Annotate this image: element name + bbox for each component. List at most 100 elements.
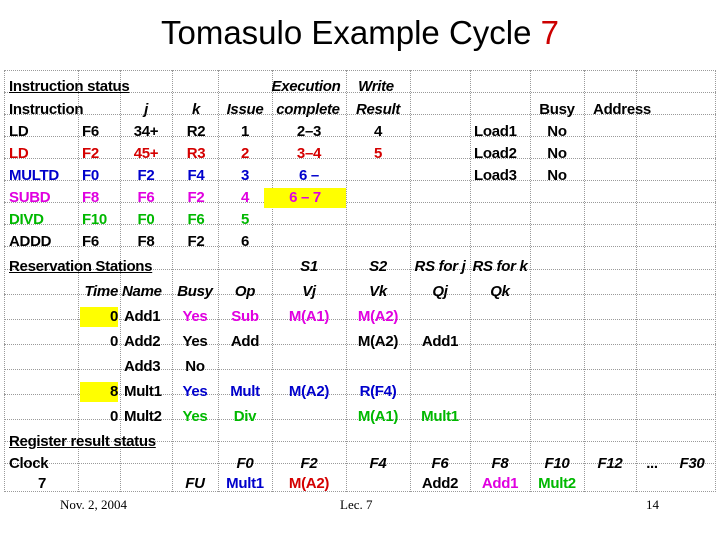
write-header: Write — [358, 78, 394, 95]
rs-op: Div — [233, 408, 257, 425]
instr-dest: F0 — [82, 167, 99, 184]
rs-vk: M(A1) — [357, 408, 399, 425]
rs-qj: Add1 — [421, 333, 459, 350]
rs-for-j-header: RS for j — [414, 258, 466, 275]
register-name: F12 — [597, 455, 623, 472]
load-buffer-busy: No — [547, 123, 567, 140]
instr-complete: 3–4 — [296, 145, 322, 162]
fu-label: FU — [185, 475, 205, 492]
register-fu: Add2 — [421, 475, 459, 492]
rs-time-highlight: 0 — [80, 307, 118, 327]
rs-for-k-header: RS for k — [472, 258, 528, 275]
reservation-stations-label: Reservation Stations — [9, 258, 153, 275]
rs-vk: M(A2) — [357, 308, 399, 325]
execution-header: Execution — [271, 78, 341, 95]
instr-k: F6 — [187, 211, 205, 228]
grid-line — [4, 246, 716, 247]
rs-col-qk: Qk — [490, 283, 510, 300]
grid-line — [4, 294, 716, 295]
rs-name: Add3 — [124, 358, 161, 375]
register-fu: Add1 — [481, 475, 519, 492]
instr-j: F0 — [137, 211, 155, 228]
instr-j: F8 — [137, 233, 155, 250]
col-instruction: Instruction — [9, 101, 84, 118]
instr-j: F2 — [137, 167, 155, 184]
grid-line — [4, 463, 716, 464]
grid-line — [715, 70, 716, 492]
load-buffer-busy: No — [547, 145, 567, 162]
grid-line — [218, 70, 219, 492]
instr-op: ADDD — [9, 233, 52, 250]
load-buffer-name: Load3 — [474, 167, 517, 184]
grid-line — [4, 202, 716, 203]
instr-dest: F2 — [82, 145, 99, 162]
instr-result: 5 — [373, 145, 383, 162]
instr-j: 34+ — [133, 123, 159, 140]
rs-col-vk: Vk — [369, 283, 387, 300]
instr-issue: 5 — [240, 211, 250, 228]
grid-line — [636, 70, 637, 492]
grid-line — [4, 491, 716, 492]
instr-op: MULTD — [9, 167, 59, 184]
rs-name: Mult2 — [124, 408, 162, 425]
instr-result: 4 — [373, 123, 383, 140]
rs-busy: Yes — [182, 408, 208, 425]
register-status-label: Register result status — [9, 433, 156, 450]
register-name: F10 — [544, 455, 570, 472]
instr-k: R3 — [186, 145, 206, 162]
clock-value: 7 — [38, 475, 47, 492]
grid-line — [4, 269, 716, 270]
rs-col-op: Op — [234, 283, 256, 300]
register-name: F8 — [491, 455, 509, 472]
instr-issue: 3 — [240, 167, 250, 184]
rs-col-busy: Busy — [177, 283, 213, 300]
grid-line — [272, 70, 273, 492]
rs-busy: Yes — [182, 308, 208, 325]
instr-op: LD — [9, 145, 29, 162]
col-j: j — [144, 101, 148, 118]
rs-time: 0 — [109, 333, 118, 350]
grid-line — [584, 70, 585, 492]
instr-issue: 1 — [240, 123, 250, 140]
register-name: F6 — [431, 455, 449, 472]
rs-busy: No — [185, 358, 205, 375]
grid-line — [120, 70, 121, 492]
rs-time-highlight: 8 — [80, 382, 118, 402]
grid-line — [4, 92, 716, 93]
grid-line — [4, 70, 5, 492]
instr-dest: F6 — [82, 123, 99, 140]
load-buffer-name: Load2 — [474, 145, 517, 162]
col-address: Address — [593, 101, 651, 118]
register-name: F2 — [300, 455, 318, 472]
col-busy: Busy — [539, 101, 575, 118]
grid-line — [4, 136, 716, 137]
col-result: Result — [355, 101, 401, 118]
clock-label: Clock — [9, 455, 49, 472]
instr-k: R2 — [186, 123, 206, 140]
instruction-status-label: Instruction status — [9, 78, 130, 95]
instr-complete-highlight: 6 – 7 — [264, 188, 346, 208]
grid-line — [4, 224, 716, 225]
register-fu: Mult2 — [538, 475, 576, 492]
rs-op: Add — [230, 333, 260, 350]
rs-col-qj: Qj — [432, 283, 448, 300]
rs-vj: M(A2) — [288, 383, 330, 400]
rs-op: Sub — [231, 308, 259, 325]
rs-name: Add2 — [124, 333, 161, 350]
instr-issue: 6 — [240, 233, 250, 250]
rs-name: Add1 — [124, 308, 161, 325]
register-name: F4 — [369, 455, 387, 472]
s1-header: S1 — [300, 258, 318, 275]
rs-vk: M(A2) — [357, 333, 399, 350]
instr-issue: 2 — [240, 145, 250, 162]
grid-line — [172, 70, 173, 492]
col-issue: Issue — [226, 101, 264, 118]
rs-busy: Yes — [182, 383, 208, 400]
grid-line — [4, 419, 716, 420]
grid-line — [4, 369, 716, 370]
cycle-number: 7 — [540, 14, 559, 51]
load-buffer-busy: No — [547, 167, 567, 184]
footer-course: Lec. 7 — [340, 497, 373, 512]
grid-line — [4, 344, 716, 345]
col-complete: complete — [276, 101, 340, 118]
